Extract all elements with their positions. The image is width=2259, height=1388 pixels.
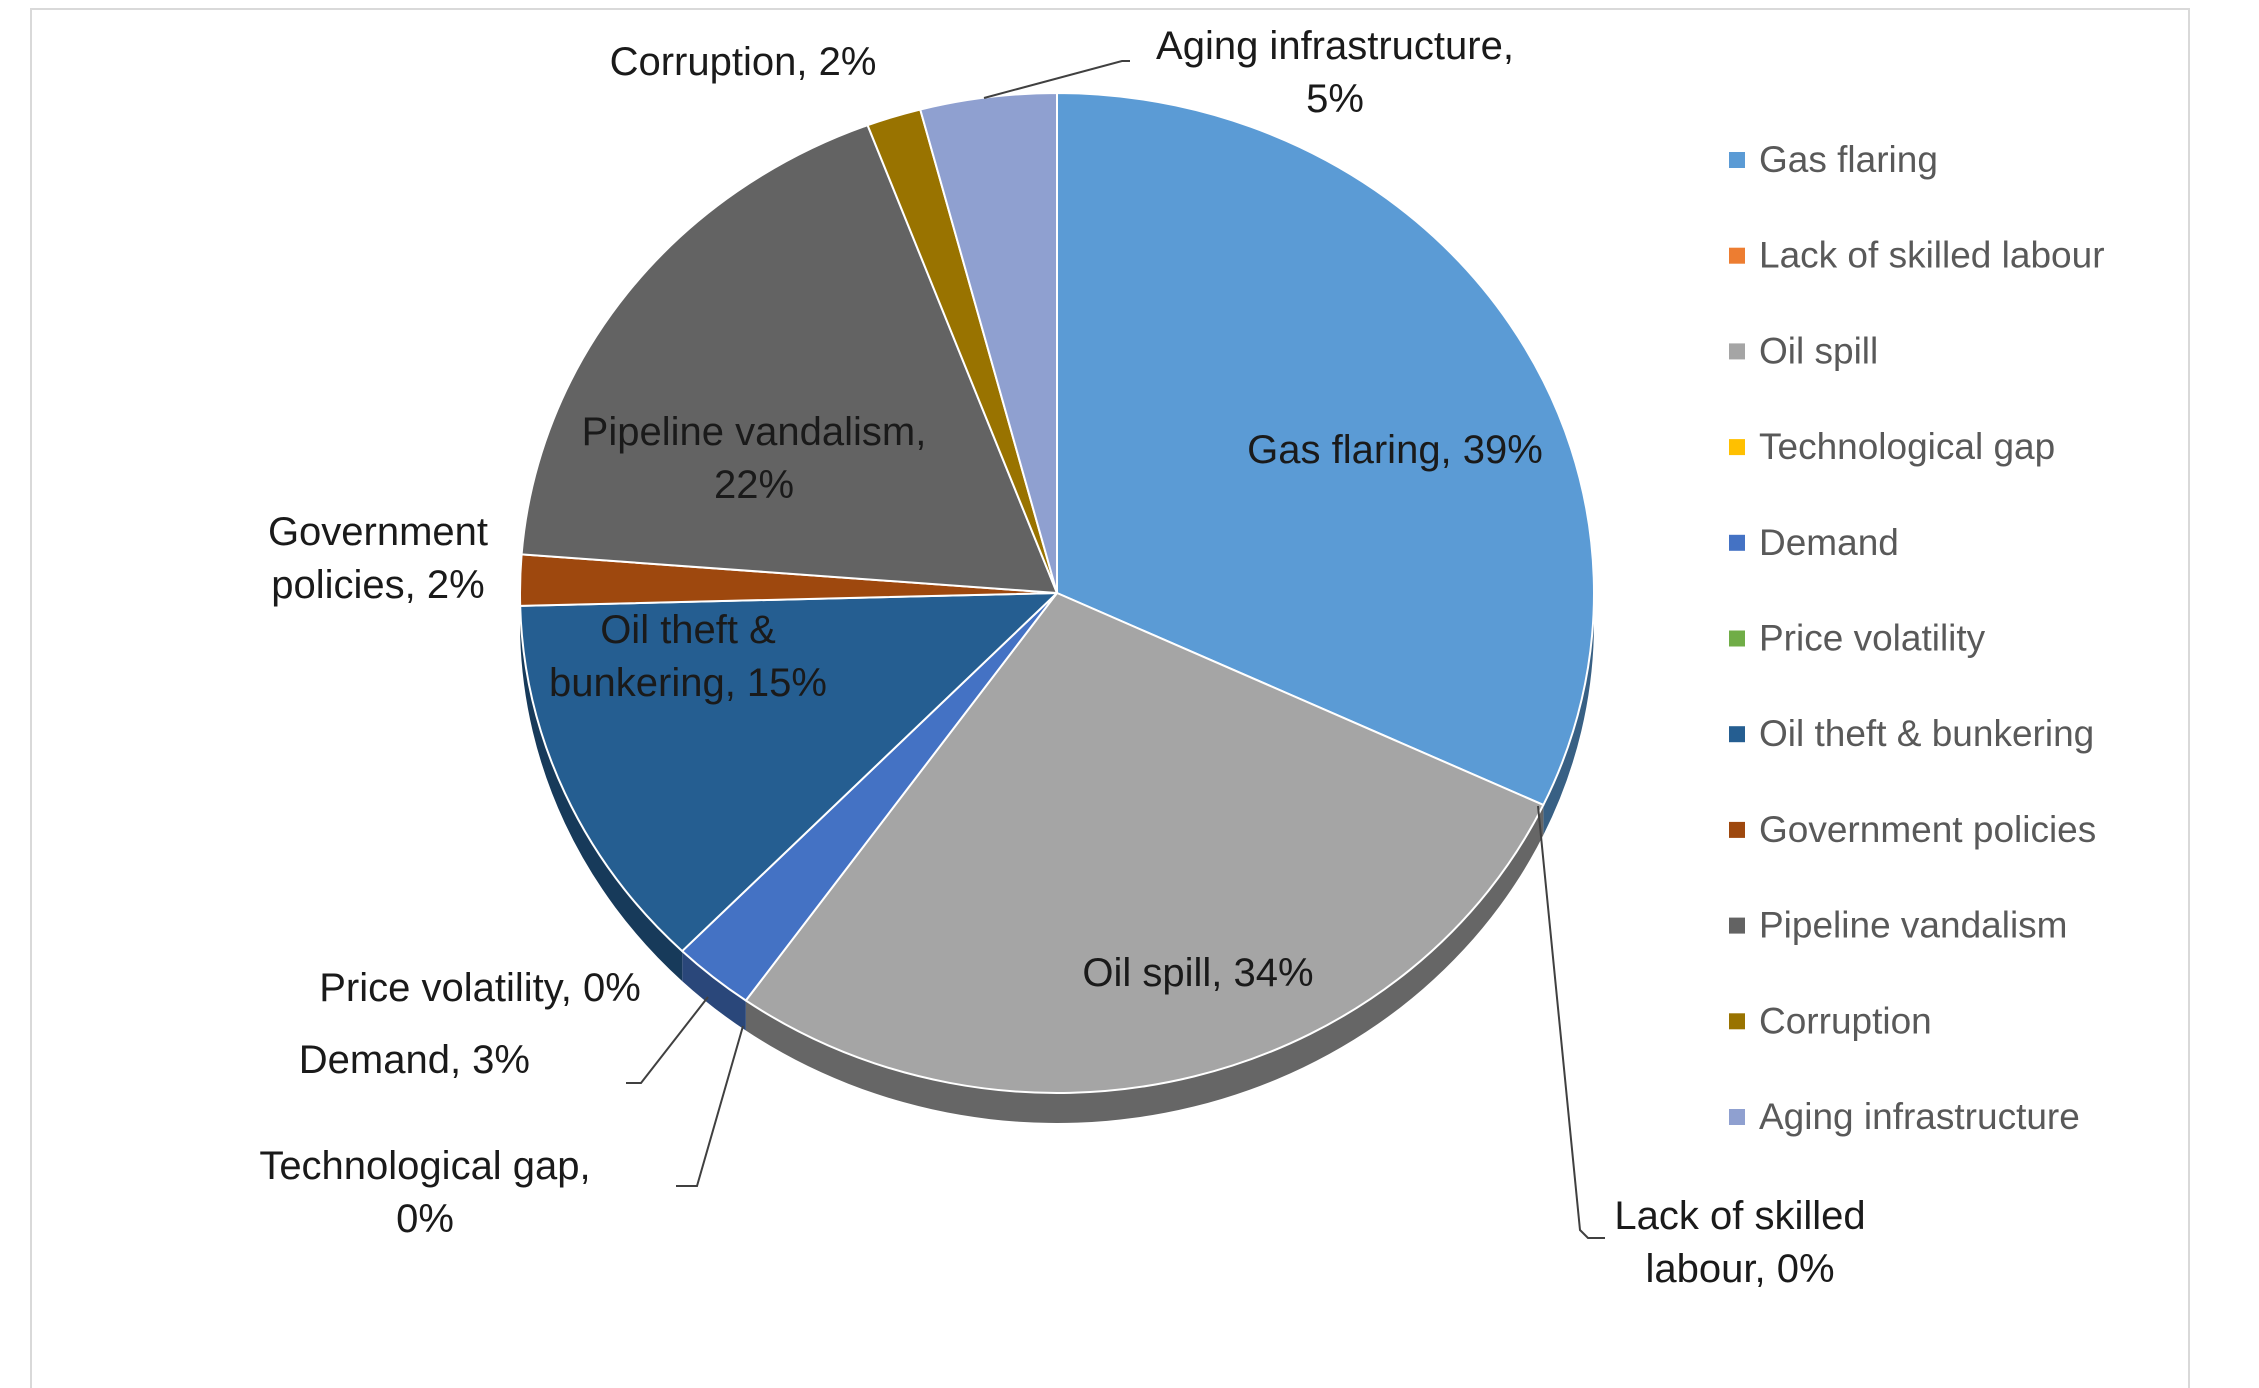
legend: Gas flaring Lack of skilled labour Oil spi… [1729,139,2105,1137]
legend-label-gas-flaring: Gas flaring [1759,139,1938,180]
legend-label-technological-gap: Technological gap [1759,426,2055,467]
legend-label-oil-spill: Oil spill [1759,330,1878,371]
data-label-gas-flaring: Gas flaring, 39% [1247,428,1543,472]
legend-label-pipeline-vandalism: Pipeline vandalism [1759,905,2068,946]
legend-swatch-government-policies [1729,822,1745,838]
legend-label-corruption: Corruption [1759,1000,1932,1041]
legend-label-price-volatility: Price volatility [1759,618,1986,659]
legend-swatch-pipeline-vandalism [1729,918,1745,934]
legend-swatch-aging-infrastructure [1729,1109,1745,1125]
leader-line-technological-gap [676,1026,743,1186]
legend-swatch-demand [1729,535,1745,551]
data-label-corruption: Corruption, 2% [610,40,877,84]
legend-swatch-gas-flaring [1729,152,1745,168]
legend-swatch-technological-gap [1729,439,1745,455]
legend-label-oil-theft-and-bunkering: Oil theft & bunkering [1759,713,2094,754]
data-label-demand: Demand, 3% [299,1038,530,1082]
legend-label-demand: Demand [1759,522,1899,563]
legend-swatch-price-volatility [1729,631,1745,647]
data-label-aging-infrastructure: Aging infrastructure,5% [1156,24,1514,121]
legend-label-aging-infrastructure: Aging infrastructure [1759,1096,2080,1137]
data-label-price-volatility: Price volatility, 0% [319,966,641,1010]
legend-label-lack-of-skilled-labour: Lack of skilled labour [1759,235,2105,276]
legend-swatch-oil-spill [1729,343,1745,359]
data-label-technological-gap: Technological gap,0% [259,1144,590,1241]
legend-swatch-corruption [1729,1013,1745,1029]
legend-swatch-oil-theft-and-bunkering [1729,726,1745,742]
leader-line-lack-of-skilled-labour [1538,806,1605,1238]
legend-swatch-lack-of-skilled-labour [1729,248,1745,264]
legend-label-government-policies: Government policies [1759,809,2096,850]
data-label-oil-spill: Oil spill, 34% [1082,951,1313,995]
